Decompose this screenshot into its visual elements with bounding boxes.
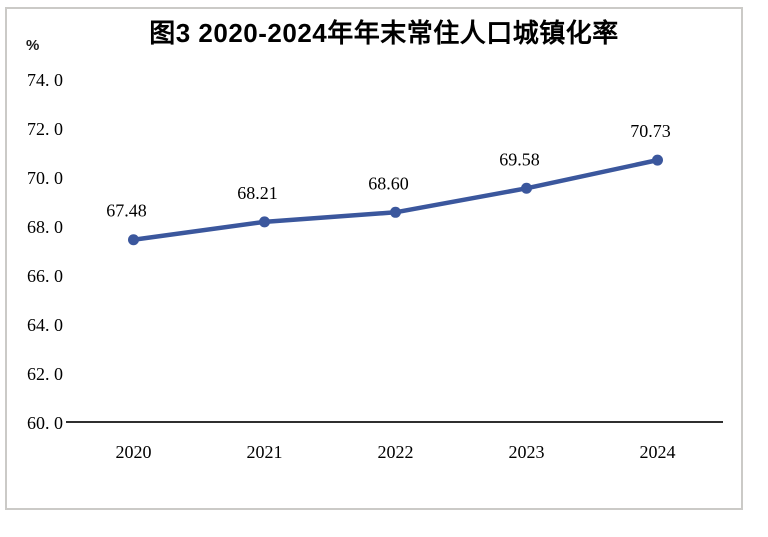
y-tick-label-68: 68. 0: [27, 217, 63, 237]
x-tick-label-2020: 2020: [116, 442, 152, 462]
series-line: [131, 157, 660, 242]
data-point-label-2023: 69.58: [499, 149, 540, 169]
y-tick-label-72: 72. 0: [27, 119, 63, 139]
data-point-2020: [128, 234, 139, 246]
data-point-label-2020: 67.48: [106, 201, 147, 221]
y-tick-label-70: 70. 0: [27, 168, 63, 188]
data-point-2021: [259, 216, 270, 228]
data-point-label-2022: 68.60: [368, 173, 409, 193]
data-point-2023: [521, 182, 532, 194]
chart-frame: [5, 7, 743, 510]
y-tick-label-62: 62. 0: [27, 364, 63, 384]
data-point-2022: [390, 206, 401, 218]
x-tick-label-2022: 2022: [378, 442, 414, 462]
y-tick-label-64: 64. 0: [27, 315, 63, 335]
x-tick-label-2021: 2021: [247, 442, 283, 462]
y-axis-unit-label: %: [26, 37, 40, 54]
data-point-2024: [652, 154, 663, 166]
y-tick-label-60: 60. 0: [27, 413, 63, 433]
x-tick-label-2023: 2023: [509, 442, 545, 462]
data-point-label-2024: 70.73: [630, 121, 671, 141]
y-tick-label-66: 66. 0: [27, 266, 63, 286]
data-point-label-2021: 68.21: [237, 183, 278, 203]
y-tick-label-74: 74. 0: [27, 70, 63, 90]
chart-title: 图3 2020-2024年年末常住人口城镇化率: [149, 18, 619, 48]
x-tick-label-2024: 2024: [640, 442, 676, 462]
